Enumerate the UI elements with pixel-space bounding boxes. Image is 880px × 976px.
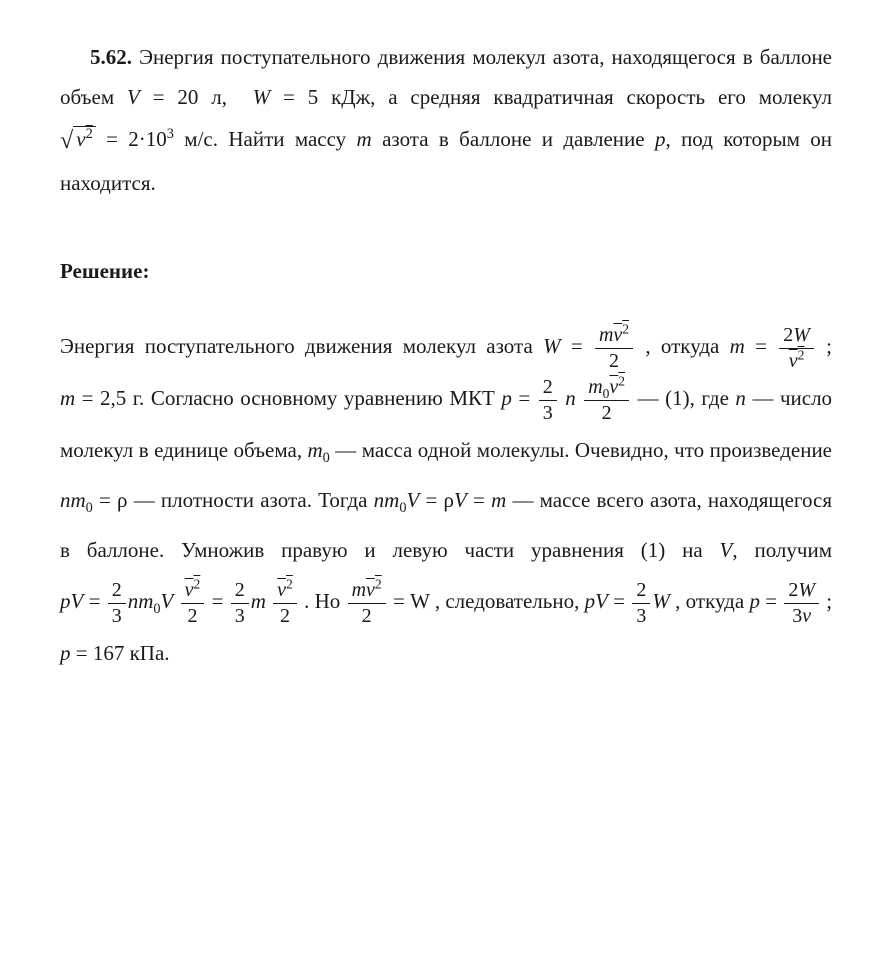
var-n: n — [735, 386, 746, 410]
eq-pV: pV = 23nm0V v22 = 23m v22 — [60, 589, 304, 613]
eq-mkt: p = 23 n m0v22 — [501, 386, 637, 410]
problem-text-4: азота в баллоне и давление — [382, 127, 655, 151]
problem-number: 5.62. — [60, 45, 132, 69]
eq-nm0-rho: nm0 = ρ — [60, 488, 128, 512]
sol-t9: . Но — [304, 589, 346, 613]
eq-vrms: v2 = 2·103 м/с. — [60, 127, 228, 151]
var-m0: m0 — [308, 438, 330, 462]
eq-nm0V: nm0V = ρV = m — [374, 488, 507, 512]
eq-mv2-W: mv22 = W — [346, 589, 435, 613]
problem-text-2: а средняя квадратичная скорость его моле… — [388, 85, 832, 109]
eq-p-final: p = 2W3v — [749, 589, 826, 613]
m-value: m = 2,5 г. — [60, 386, 144, 410]
eq-pV-23W: pV = 23W — [585, 589, 676, 613]
eq-label-1: — (1), где — [638, 386, 736, 410]
solution-header: Решение: — [60, 252, 832, 292]
sol-t6: — плотности азота. Тогда — [134, 488, 374, 512]
var-V: V — [720, 538, 733, 562]
solution-body: Энергия поступательного движения молекул… — [60, 321, 832, 677]
sol-t2: , откуда — [645, 334, 729, 358]
problem-text-3: Найти массу — [228, 127, 356, 151]
sol-t10: , следовательно, — [435, 589, 585, 613]
sol-t3: Согласно основному уравнению МКТ — [151, 386, 502, 410]
sol-t8: , получим — [732, 538, 832, 562]
var-p: p — [655, 127, 666, 151]
var-m: m — [357, 127, 372, 151]
eq-W: W = 5 кДж, — [240, 85, 376, 109]
sol-t5: — масса одной молекулы. Очевидно, что пр… — [335, 438, 832, 462]
p-value: p = 167 кПа. — [60, 641, 170, 665]
eq-V: V = 20 л, — [127, 85, 227, 109]
eq-W-def: W = mv22 — [543, 334, 645, 358]
sol-t11: , откуда — [675, 589, 749, 613]
eq-m-def: m = 2Wv2 — [730, 334, 826, 358]
sol-t1: Энергия поступательного движения молекул… — [60, 334, 543, 358]
problem-statement: 5.62. Энергия поступательного движения м… — [60, 38, 832, 204]
